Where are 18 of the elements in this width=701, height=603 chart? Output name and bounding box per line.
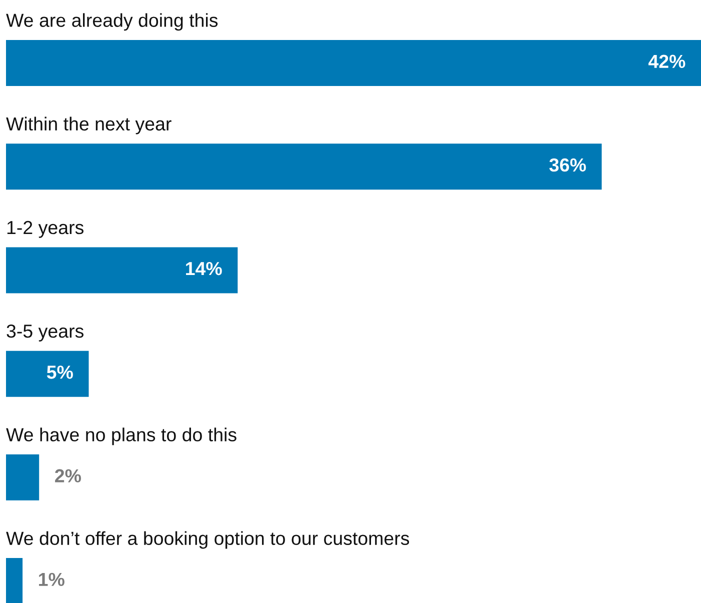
y-tick-label: 3-5 years [6, 324, 84, 342]
y-tick-label: Within the next year [6, 116, 172, 134]
data-label: 5% [46, 366, 73, 379]
y-tick-label: We have no plans to do this [6, 428, 236, 446]
bar [6, 558, 23, 603]
data-label: 36% [549, 158, 586, 172]
bar [6, 144, 602, 190]
y-tick-label: We don’t offer a booking option to our customers [6, 531, 410, 549]
data-label: 1% [39, 572, 64, 586]
bar [6, 454, 40, 500]
y-tick-label: We are already doing this [6, 13, 218, 31]
data-label: 14% [186, 262, 222, 276]
y-tick-label: 1-2 years [7, 220, 84, 238]
bar [6, 247, 238, 294]
bar [6, 40, 701, 86]
data-label: 2% [55, 469, 81, 482]
bar [6, 350, 89, 397]
data-label: 42% [648, 54, 686, 68]
